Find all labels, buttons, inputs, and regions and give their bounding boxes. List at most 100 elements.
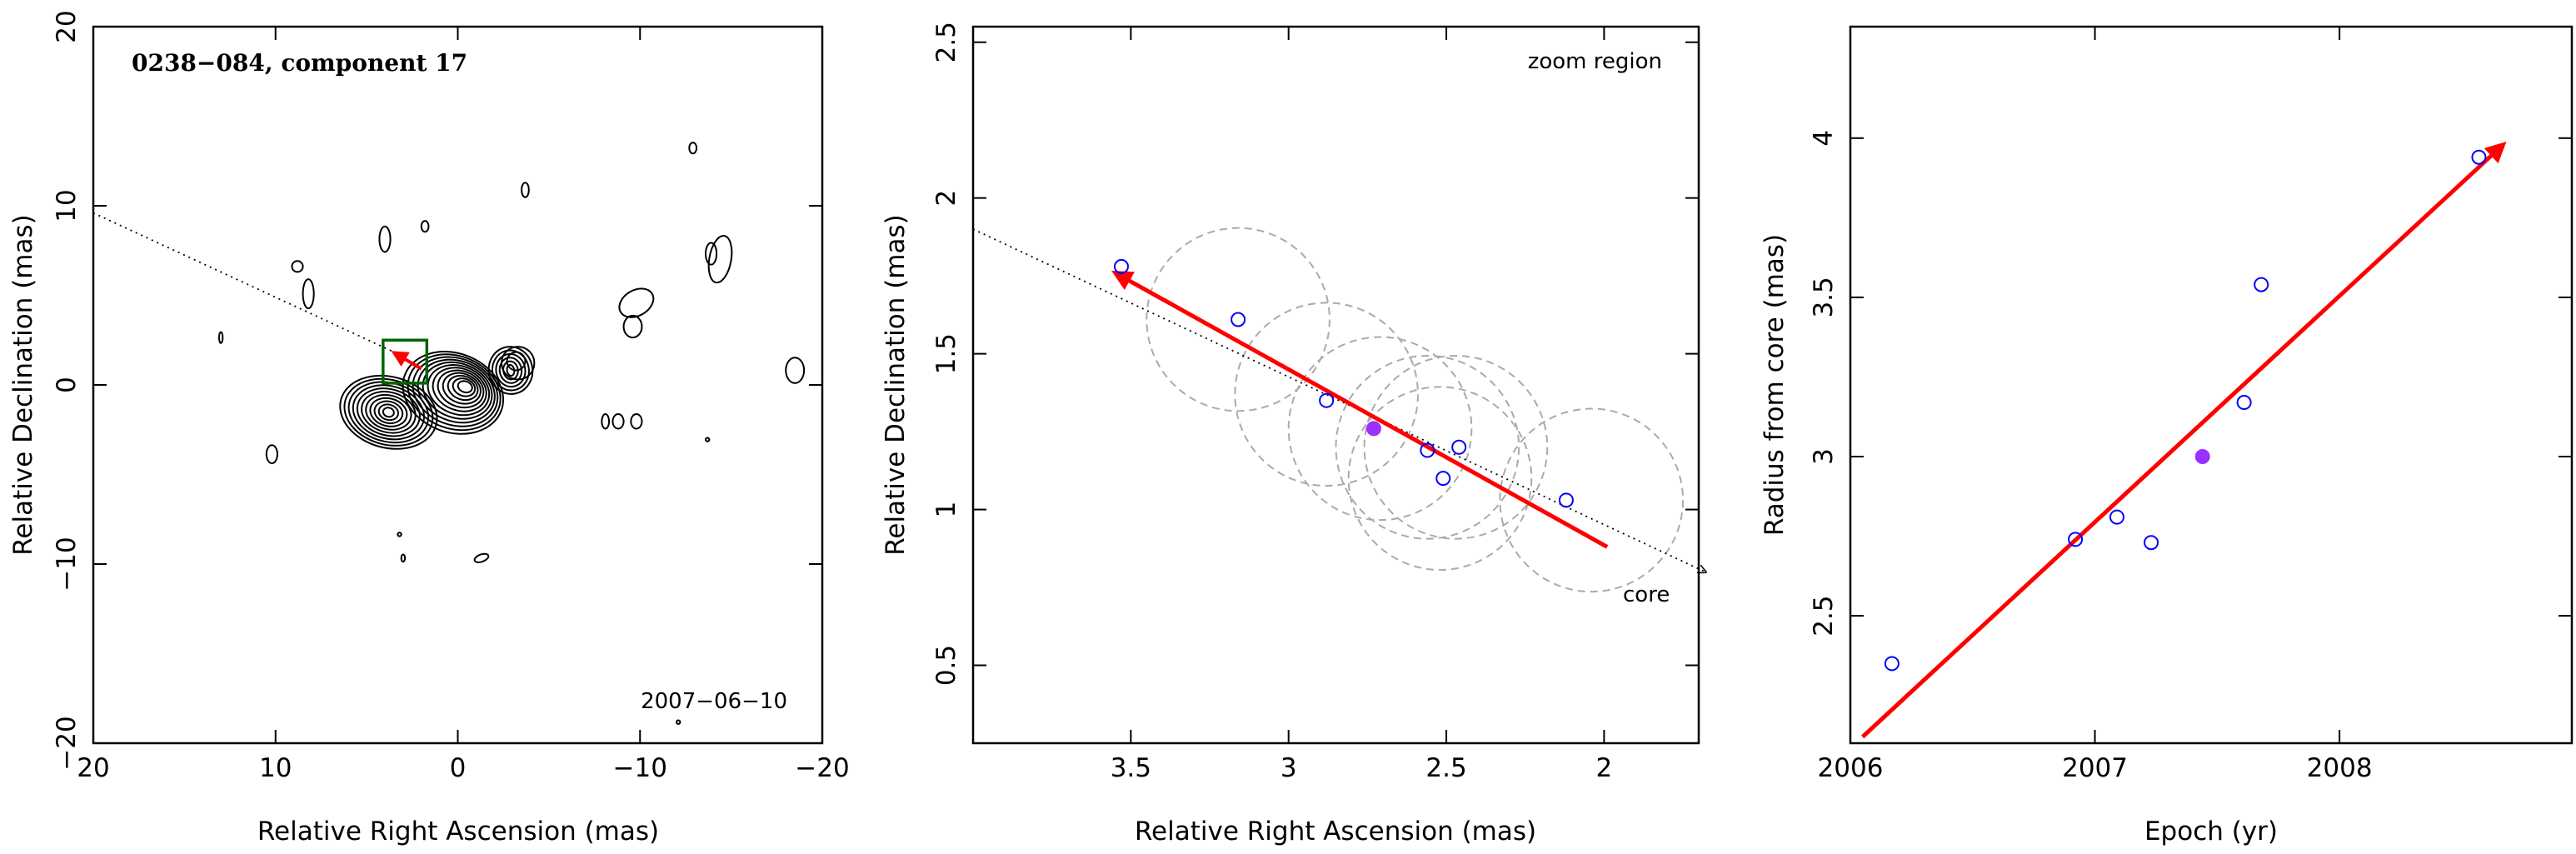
data-point [1420, 442, 1435, 458]
contour-blob [473, 552, 490, 563]
contour-blob [707, 234, 733, 284]
contour-blob [400, 553, 407, 563]
y-tick-label: 0 [52, 377, 82, 393]
core-contour [432, 367, 487, 412]
data-point [1113, 258, 1129, 274]
jet-contour [377, 403, 400, 422]
beam-circle [1499, 407, 1685, 593]
x-axis-label: Epoch (yr) [2144, 817, 2278, 847]
x-tick-label: 3.5 [1111, 753, 1151, 783]
contour-blob [601, 413, 611, 430]
x-tick-label: 2007 [2062, 753, 2128, 783]
data-point-current-epoch [1365, 421, 1381, 437]
contour-blob [688, 142, 698, 155]
jet-contour [373, 400, 404, 425]
contour-blob [521, 182, 530, 198]
contour-blob [265, 444, 278, 465]
beam-circles [1146, 227, 1685, 593]
jet-contour [356, 387, 421, 437]
x-tick-label: 20 [77, 753, 109, 783]
data-point [2254, 277, 2269, 292]
fit-arrow [1860, 142, 2507, 739]
tick-labels: 3.5 3 2.5 2 0.5 1 1.5 2 2.5 [931, 22, 1612, 783]
trajectory-line [972, 228, 1705, 572]
x-tick-label: 0 [450, 753, 467, 783]
contour-blob [618, 287, 655, 318]
x-tick-label: 2.5 [1425, 753, 1466, 783]
beam-circle [1146, 227, 1330, 412]
plot-frame [971, 25, 1700, 745]
contour-blob [705, 437, 711, 442]
contour-blob [378, 225, 392, 253]
x-tick-label: 2006 [1818, 753, 1884, 783]
motion-arrow [391, 351, 422, 371]
y-tick-label: 2.5 [1809, 595, 1839, 636]
data-point [2471, 149, 2487, 165]
x-tick-label: 2 [1596, 753, 1613, 783]
radius-points [1884, 149, 2487, 672]
contour-blob [785, 357, 806, 384]
contour-blob [612, 413, 625, 430]
contour-blob [217, 331, 224, 344]
core-contour [422, 361, 493, 420]
data-point [1435, 471, 1451, 487]
core-contour [412, 356, 499, 427]
contour-blob [630, 413, 643, 430]
x-tick-label: 2008 [2307, 753, 2373, 783]
data-point [1319, 392, 1335, 408]
core-contour [457, 380, 473, 394]
panel-radius-vs-epoch: 2006 2007 2008 2.5 3 3.5 4 Epoch (yr) Radius f… [1760, 25, 2574, 847]
beam-circle [1363, 354, 1549, 540]
x-tick-label: 3 [1281, 753, 1297, 783]
x-tick-label: −20 [795, 753, 849, 783]
y-tick-label: 4 [1809, 130, 1839, 147]
jet-contour [352, 384, 425, 441]
y-tick-label: 1 [931, 502, 961, 518]
contour-blob [302, 278, 315, 310]
y-axis-label: Relative Declination (mas) [8, 214, 38, 556]
contour-blob [397, 532, 402, 537]
contour-blob [506, 351, 527, 372]
x-tick-label: −10 [613, 753, 667, 783]
data-point [2144, 535, 2159, 551]
beam-circle [1347, 386, 1533, 571]
x-tick-label: 10 [259, 753, 292, 783]
contour-blob [622, 314, 643, 339]
tick-marks [92, 26, 823, 744]
core-contour [447, 374, 479, 402]
y-tick-label: −20 [52, 716, 82, 770]
core-contour [402, 351, 505, 435]
data-point [2236, 395, 2252, 411]
y-tick-label: 2.5 [931, 22, 961, 62]
data-point [1558, 492, 1574, 508]
x-axis-label: Relative Right Ascension (mas) [257, 817, 659, 847]
data-point [2068, 532, 2084, 547]
epoch-date-label: 2007−06−10 [641, 689, 787, 714]
jet-contour [339, 374, 438, 450]
trajectory-line [92, 212, 404, 357]
tick-marks [973, 27, 1699, 743]
contour-blob [501, 346, 536, 381]
y-tick-label: 3.5 [1809, 277, 1839, 317]
beam-circle [1287, 336, 1473, 522]
zoom-region-label: zoom region [1528, 49, 1662, 74]
contour-map [217, 142, 806, 725]
y-tick-label: −10 [52, 537, 82, 591]
tick-marks [1850, 27, 2572, 743]
core-label: core [1623, 582, 1670, 607]
x-axis-label: Relative Right Ascension (mas) [1135, 817, 1536, 847]
jet-contour [343, 377, 434, 447]
contour-blob [676, 719, 681, 725]
y-tick-label: 0.5 [931, 645, 961, 686]
component-contour [495, 352, 527, 388]
core-contour [452, 377, 477, 397]
contour-blob [705, 242, 718, 266]
y-tick-label: 3 [1809, 448, 1839, 465]
core-contour [437, 369, 485, 409]
zoom-box [382, 338, 429, 385]
contour-blob [420, 220, 430, 233]
data-point [1451, 439, 1467, 455]
y-axis-label: Radius from core (mas) [1760, 234, 1790, 536]
